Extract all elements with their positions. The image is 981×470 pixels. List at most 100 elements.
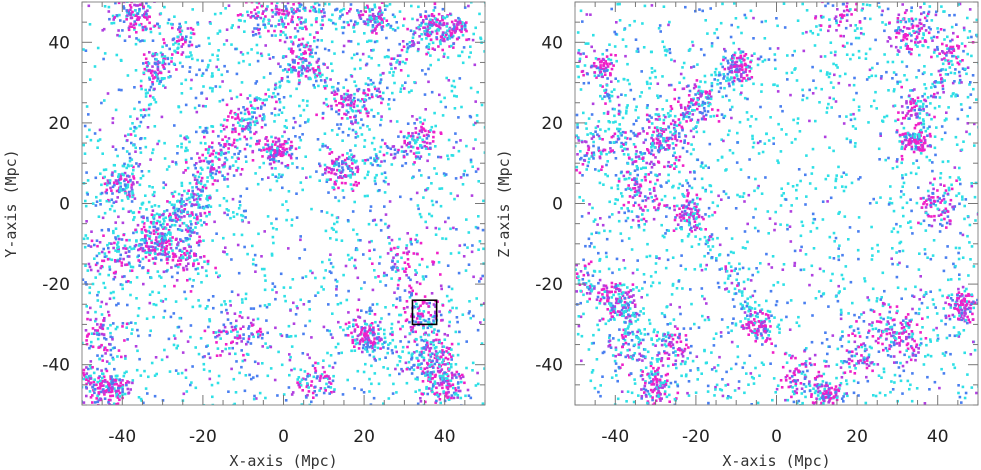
data-point	[370, 382, 373, 386]
data-point	[347, 289, 350, 293]
data-point	[277, 137, 280, 141]
data-point	[243, 389, 247, 393]
data-point	[336, 87, 339, 91]
data-point	[139, 137, 142, 141]
data-point	[146, 64, 149, 67]
data-point	[289, 355, 292, 359]
data-point	[465, 29, 468, 33]
data-point	[260, 267, 264, 271]
data-point	[474, 138, 477, 141]
data-point	[185, 35, 188, 38]
data-point	[419, 335, 423, 339]
data-point	[113, 183, 116, 187]
data-point	[240, 298, 244, 301]
data-point	[425, 366, 429, 370]
data-point	[186, 252, 189, 255]
data-point	[419, 241, 423, 245]
data-point	[390, 327, 393, 330]
data-point	[202, 159, 206, 163]
data-point	[238, 334, 242, 338]
data-point	[243, 245, 246, 249]
data-point	[361, 13, 365, 17]
data-point	[228, 165, 232, 169]
data-point	[452, 386, 455, 390]
data-point	[297, 376, 301, 379]
data-point	[308, 319, 312, 323]
data-point	[417, 26, 420, 29]
data-point	[372, 81, 375, 85]
data-point	[372, 340, 376, 343]
data-point	[325, 382, 328, 386]
data-point	[433, 356, 437, 360]
data-point	[126, 303, 129, 307]
data-point	[369, 15, 372, 19]
data-point	[164, 216, 167, 220]
data-point	[137, 396, 141, 399]
data-point	[437, 45, 440, 48]
data-point	[189, 87, 193, 90]
data-point	[443, 52, 446, 56]
data-point	[398, 62, 401, 66]
data-point	[296, 381, 299, 384]
data-point	[156, 22, 160, 26]
data-point	[308, 33, 312, 36]
data-point	[358, 316, 362, 319]
data-point	[418, 309, 421, 312]
data-point	[156, 243, 160, 247]
data-point	[139, 108, 143, 112]
data-point	[146, 271, 150, 275]
data-point	[188, 200, 192, 204]
data-point	[269, 188, 272, 192]
data-point	[420, 355, 424, 359]
data-point	[433, 6, 437, 9]
data-point	[153, 87, 156, 91]
data-point	[301, 72, 304, 75]
data-point	[284, 152, 288, 156]
data-point	[450, 358, 453, 361]
data-point	[478, 280, 481, 283]
data-point	[342, 328, 345, 332]
data-point	[345, 109, 349, 113]
data-point	[207, 204, 211, 207]
data-point	[83, 152, 87, 155]
data-point	[279, 145, 283, 148]
data-point	[175, 163, 178, 166]
data-point	[365, 310, 368, 314]
data-point	[416, 305, 419, 309]
data-point	[407, 145, 410, 149]
data-point	[469, 158, 473, 162]
data-point	[156, 65, 160, 69]
data-point	[262, 10, 265, 13]
data-point	[390, 322, 394, 326]
data-point	[300, 68, 304, 72]
data-point	[359, 340, 362, 343]
data-point	[389, 147, 393, 151]
data-point	[119, 175, 122, 178]
data-point	[356, 334, 360, 338]
data-point	[398, 372, 401, 376]
data-point	[301, 37, 305, 41]
data-point	[291, 20, 294, 24]
data-point	[180, 197, 183, 201]
data-point	[423, 93, 427, 96]
data-point	[332, 390, 336, 393]
data-point	[444, 33, 448, 37]
data-point	[279, 154, 283, 157]
data-point	[439, 155, 443, 159]
data-point	[425, 17, 428, 20]
data-point	[419, 24, 423, 27]
data-point	[163, 41, 166, 45]
data-point	[154, 73, 158, 77]
data-point	[409, 237, 413, 241]
data-point	[341, 153, 344, 157]
data-point	[163, 157, 167, 160]
data-point	[132, 182, 135, 186]
data-point	[412, 315, 416, 319]
data-point	[277, 148, 280, 152]
data-point	[453, 387, 457, 390]
data-point	[330, 391, 333, 394]
data-point	[450, 34, 453, 37]
data-point	[452, 27, 455, 31]
data-point	[121, 322, 125, 325]
data-point	[90, 230, 93, 233]
